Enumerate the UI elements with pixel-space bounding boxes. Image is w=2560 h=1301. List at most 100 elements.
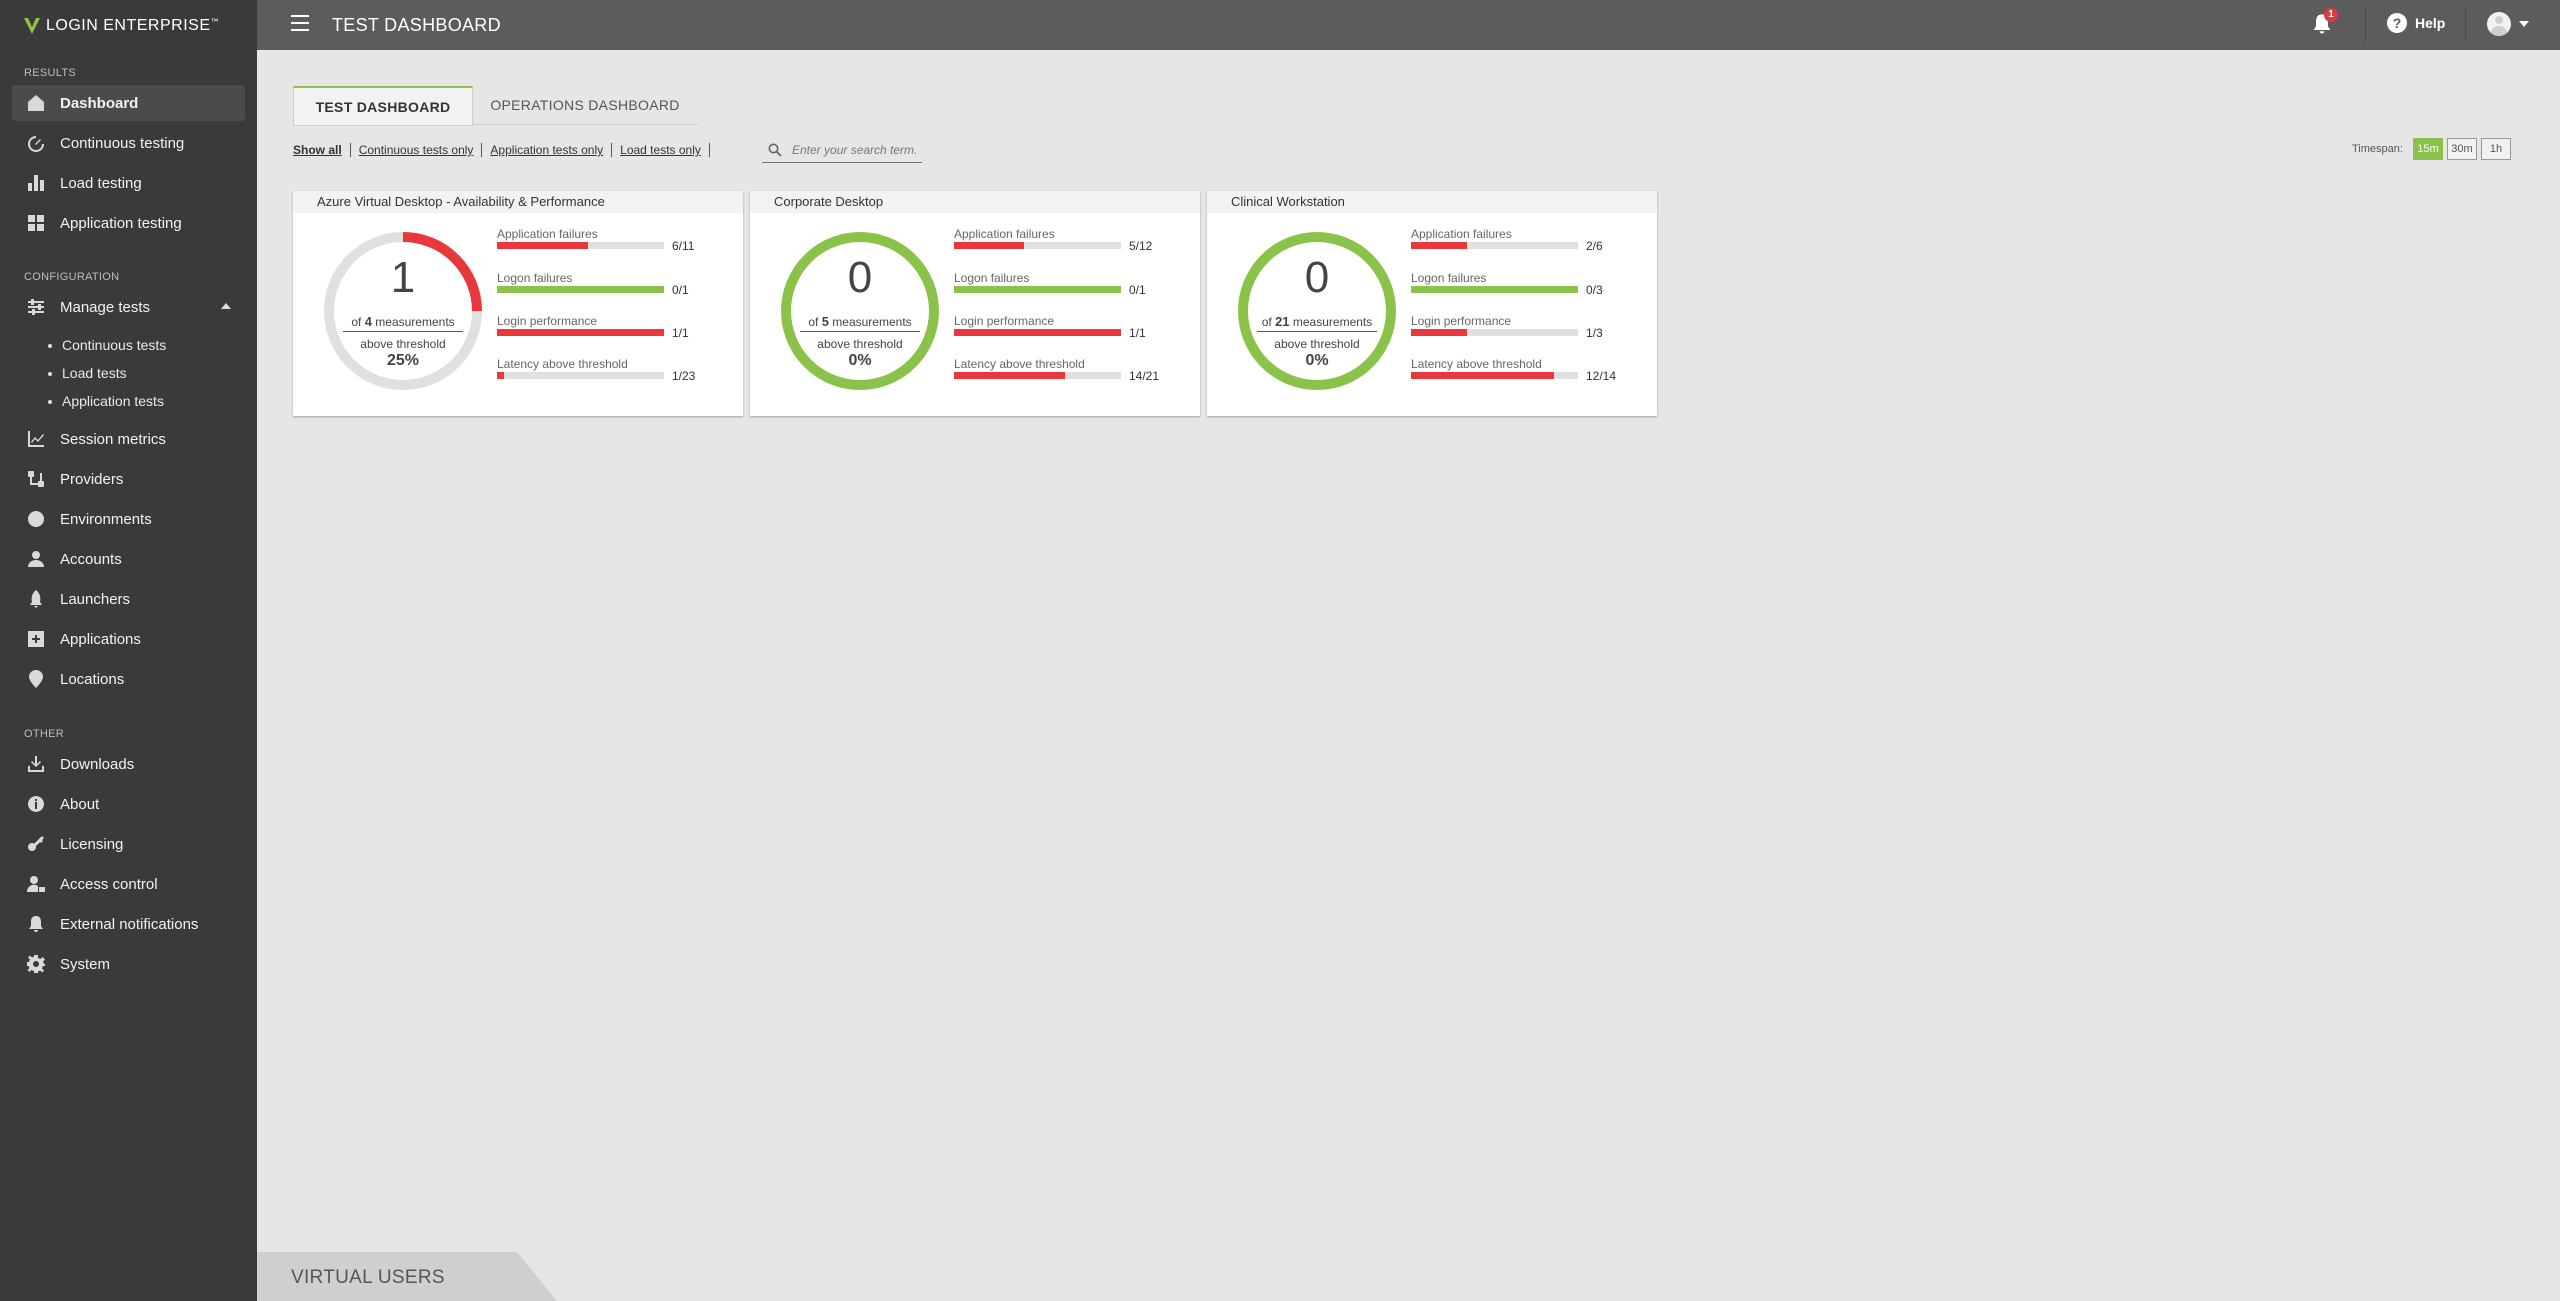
user-menu[interactable] xyxy=(2487,12,2529,36)
divider xyxy=(2465,8,2466,42)
sidebar-item-system[interactable]: System xyxy=(12,946,245,982)
timespan-selector: Timespan: 15m 30m 1h xyxy=(2352,138,2511,160)
above-threshold-label: above threshold xyxy=(1274,337,1360,351)
above-threshold-percent: 0% xyxy=(1305,352,1329,369)
sidebar-item-licensing[interactable]: Licensing xyxy=(12,826,245,862)
sidebar-item-about[interactable]: About xyxy=(12,786,245,822)
divider xyxy=(708,143,710,157)
menu-icon[interactable] xyxy=(291,15,309,31)
metric-row: Application failures 6/11 xyxy=(497,227,707,267)
search-icon xyxy=(768,143,782,157)
timespan-15m-button[interactable]: 15m xyxy=(2412,138,2443,160)
test-card[interactable]: Corporate Desktop 0 of 5 measurements ab… xyxy=(750,191,1200,416)
help-label: Help xyxy=(2415,15,2446,31)
section-label-configuration: CONFIGURATION xyxy=(24,271,120,283)
sidebar-item-dashboard[interactable]: Dashboard xyxy=(12,85,245,121)
sidebar-item-applications[interactable]: Applications xyxy=(12,621,245,657)
metric-progress-bar xyxy=(954,286,1121,293)
measurement-ring: 0 of 5 measurements above threshold 0% xyxy=(778,229,942,393)
filter-show-all[interactable]: Show all xyxy=(293,143,342,157)
above-threshold-percent: 0% xyxy=(848,352,872,369)
sidebar-item-label: Licensing xyxy=(60,835,124,853)
card-title: Azure Virtual Desktop - Availability & P… xyxy=(293,191,743,213)
metric-progress-bar xyxy=(1411,372,1578,379)
measurements-total: of 4 measurements xyxy=(351,314,455,329)
test-card[interactable]: Azure Virtual Desktop - Availability & P… xyxy=(293,191,743,416)
tab-operations-dashboard[interactable]: OPERATIONS DASHBOARD xyxy=(472,86,698,125)
metric-row: Application failures 2/6 xyxy=(1411,227,1621,267)
metric-row: Latency above threshold 1/23 xyxy=(497,357,707,397)
divider xyxy=(1257,331,1377,332)
sidebar-item-label: Downloads xyxy=(60,755,135,773)
ring-chart xyxy=(324,232,482,390)
help-button[interactable]: ? Help xyxy=(2387,13,2445,33)
metric-row: Latency above threshold 14/21 xyxy=(954,357,1164,397)
divider xyxy=(611,143,613,157)
sidebar-item-launchers[interactable]: Launchers xyxy=(12,581,245,617)
sidebar-item-session-metrics[interactable]: Session metrics xyxy=(12,421,245,457)
brand-logo[interactable]: LOGIN ENTERPRISE™ xyxy=(22,14,219,38)
sidebar-item-accounts[interactable]: Accounts xyxy=(12,541,245,577)
metric-progress-fill xyxy=(497,372,505,379)
sidebar-item-load-testing[interactable]: Load testing xyxy=(12,165,245,201)
metric-row: Latency above threshold 12/14 xyxy=(1411,357,1621,397)
chevron-down-icon xyxy=(2519,21,2529,27)
metric-progress-bar xyxy=(1411,242,1578,249)
divider xyxy=(800,331,920,332)
tab-test-dashboard[interactable]: TEST DASHBOARD xyxy=(293,86,473,126)
sidebar-item-external-notifications[interactable]: External notifications xyxy=(12,906,245,942)
metric-label: Logon failures xyxy=(497,271,573,285)
divider xyxy=(481,143,483,157)
filter-continuous-tests-only[interactable]: Continuous tests only xyxy=(358,143,474,157)
timespan-30m-button[interactable]: 30m xyxy=(2446,138,2477,160)
sidebar-item-locations[interactable]: Locations xyxy=(12,661,245,697)
ring-arc xyxy=(324,232,482,390)
timespan-1h-button[interactable]: 1h xyxy=(2480,138,2511,160)
ring-track xyxy=(1238,232,1396,390)
metric-value: 0/1 xyxy=(1129,283,1146,297)
sidebar-item-providers[interactable]: Providers xyxy=(12,461,245,497)
metric-row: Logon failures 0/3 xyxy=(1411,271,1621,311)
notification-count-badge: 1 xyxy=(2324,8,2338,22)
sidebar-subitem-application-tests[interactable]: Application tests xyxy=(48,393,164,409)
metric-value: 6/11 xyxy=(672,239,695,253)
metric-progress-fill xyxy=(1411,286,1578,293)
sidebar-item-label: Accounts xyxy=(60,550,122,568)
brand-name: LOGIN ENTERPRISE™ xyxy=(46,17,219,34)
metric-label: Logon failures xyxy=(1411,271,1487,285)
measurement-ring: 1 of 4 measurements above threshold 25% xyxy=(321,229,485,393)
card-title: Clinical Workstation xyxy=(1207,191,1657,213)
metric-progress-bar xyxy=(497,372,664,379)
location-pin-icon xyxy=(24,667,48,691)
page-title: TEST DASHBOARD xyxy=(332,15,501,35)
chevron-up-icon[interactable] xyxy=(221,303,231,309)
info-icon xyxy=(24,792,48,816)
search-input[interactable]: Enter your search term. xyxy=(762,138,922,163)
sidebar-item-label: Access control xyxy=(60,875,158,893)
metric-progress-fill xyxy=(497,329,664,336)
metric-progress-fill xyxy=(497,286,664,293)
sidebar: LOGIN ENTERPRISE™ RESULTS Dashboard Cont… xyxy=(0,0,257,1301)
sidebar-item-continuous-testing[interactable]: Continuous testing xyxy=(12,125,245,161)
sidebar-subitem-load-tests[interactable]: Load tests xyxy=(48,365,127,381)
sidebar-subitem-continuous-tests[interactable]: Continuous tests xyxy=(47,337,167,353)
metric-value: 1/1 xyxy=(1129,326,1146,340)
sidebar-item-access-control[interactable]: Access control xyxy=(12,866,245,902)
sidebar-item-label: Environments xyxy=(60,510,152,528)
sidebar-item-application-testing[interactable]: Application testing xyxy=(12,205,245,241)
filter-application-tests-only[interactable]: Application tests only xyxy=(490,143,604,157)
metric-row: Logon failures 0/1 xyxy=(497,271,707,311)
measurements-total: of 5 measurements xyxy=(808,314,912,329)
sidebar-item-downloads[interactable]: Downloads xyxy=(12,746,245,782)
virtual-users-panel-tab[interactable]: VIRTUAL USERS xyxy=(257,1252,557,1301)
globe-icon xyxy=(24,507,48,531)
user-lock-icon xyxy=(24,872,48,896)
metric-label: Latency above threshold xyxy=(954,357,1085,371)
sidebar-item-environments[interactable]: Environments xyxy=(12,501,245,537)
app-icon xyxy=(24,627,48,651)
test-card[interactable]: Clinical Workstation 0 of 21 measurement… xyxy=(1207,191,1657,416)
filter-load-tests-only[interactable]: Load tests only xyxy=(620,143,701,157)
sidebar-item-manage-tests[interactable]: Manage tests xyxy=(12,289,245,325)
above-threshold-label: above threshold xyxy=(817,337,903,351)
metric-value: 1/3 xyxy=(1586,326,1603,340)
